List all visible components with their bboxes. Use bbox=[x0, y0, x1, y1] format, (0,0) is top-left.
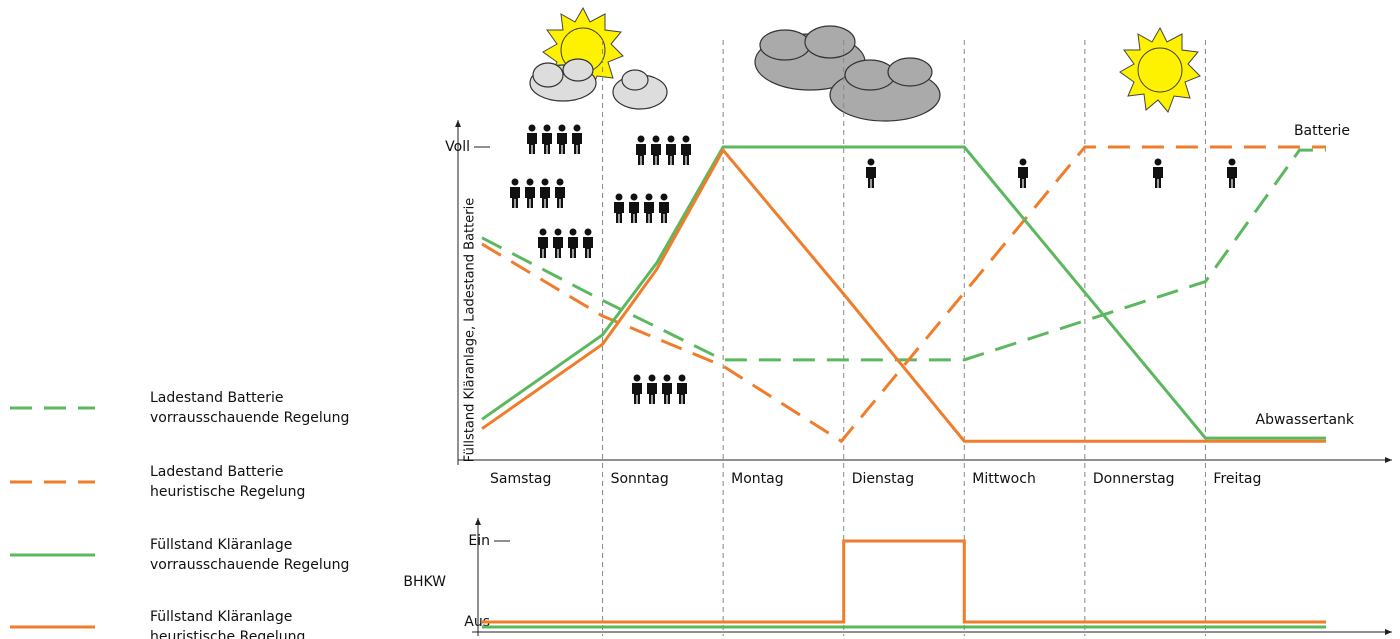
legend-label-line: Füllstand Kläranlage bbox=[150, 537, 292, 553]
x-tick-label: Sonntag bbox=[611, 471, 669, 487]
x-tick-label: Samstag bbox=[490, 471, 551, 487]
legend-label-line: Ladestand Batterie bbox=[150, 390, 284, 406]
series-line bbox=[481, 148, 1326, 362]
people-icons bbox=[510, 124, 1237, 404]
x-tick-label: Freitag bbox=[1213, 471, 1261, 487]
annotation: Abwassertank bbox=[1256, 412, 1355, 428]
x-tick-label: Donnerstag bbox=[1093, 471, 1175, 487]
x-tick-label: Montag bbox=[731, 471, 783, 487]
series-line bbox=[481, 147, 1326, 443]
legend-label-line: Füllstand Kläranlage bbox=[150, 609, 292, 625]
annotation: Batterie bbox=[1294, 123, 1350, 139]
y-tick-label: Voll bbox=[445, 139, 470, 155]
y-axis-label-bhkw: BHKW bbox=[403, 574, 446, 590]
legend-label: Ladestand Batterie heuristische Regelung bbox=[150, 464, 305, 500]
x-tick-label: Dienstag bbox=[852, 471, 914, 487]
x-tick-label: Mittwoch bbox=[972, 471, 1036, 487]
legend-label-line: Ladestand Batterie bbox=[150, 464, 284, 480]
series-line bbox=[481, 145, 1326, 444]
legend-label-line: vorrausschauende Regelung bbox=[150, 410, 349, 426]
legend-label-line: heuristische Regelung bbox=[150, 629, 305, 639]
legend-label: Füllstand Kläranlage vorrausschauende Reg… bbox=[150, 537, 349, 573]
weather-icons bbox=[529, 7, 1201, 122]
legend-label: Ladestand Batterie vorrausschauende Regel… bbox=[150, 390, 349, 426]
legend-label: Füllstand Kläranlage heuristische Regelun… bbox=[150, 609, 305, 639]
series-line bbox=[481, 145, 1326, 440]
series-line bbox=[482, 539, 1326, 624]
y-axis-label: Füllstand Kläranlage, Ladestand Batterie bbox=[463, 198, 478, 462]
y-tick-label: Ein bbox=[468, 533, 490, 549]
legend-label-line: heuristische Regelung bbox=[150, 484, 305, 500]
legend-label-line: vorrausschauende Regelung bbox=[150, 557, 349, 573]
day-separators bbox=[602, 40, 1206, 636]
